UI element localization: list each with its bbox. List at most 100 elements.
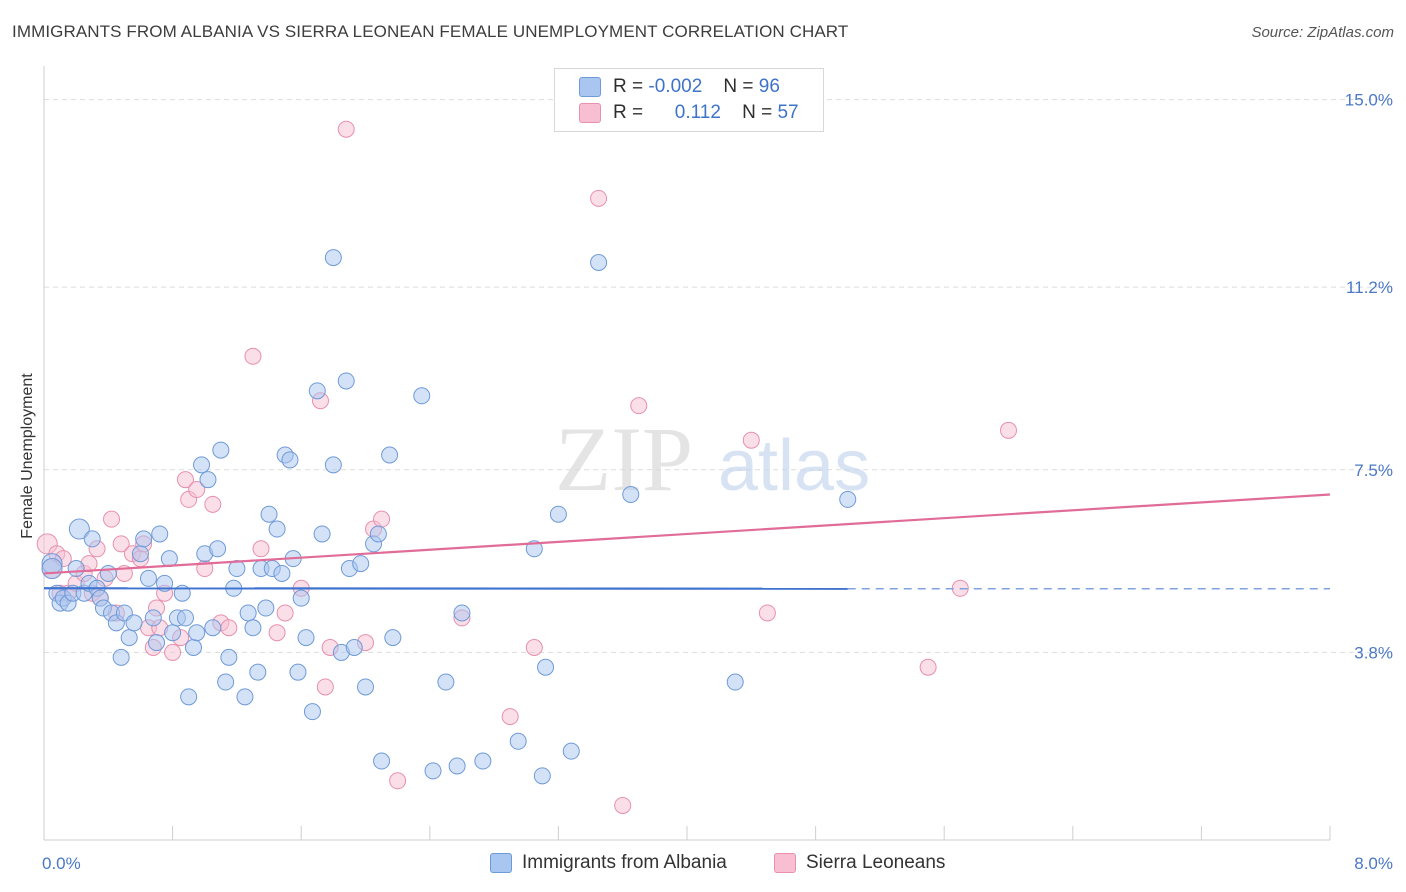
point-sierra-leoneans bbox=[525, 639, 543, 656]
point-albania bbox=[303, 703, 321, 721]
point-sierra-leoneans bbox=[742, 431, 760, 449]
legend-r-value: 0.112 bbox=[674, 102, 721, 123]
point-albania bbox=[289, 663, 307, 681]
legend-swatch-albania bbox=[490, 853, 512, 873]
point-albania bbox=[268, 520, 286, 538]
point-albania bbox=[474, 752, 492, 770]
y-tick-label: 7.5% bbox=[1354, 461, 1393, 480]
point-albania bbox=[120, 629, 138, 647]
point-albania bbox=[525, 540, 543, 558]
point-albania bbox=[622, 485, 640, 503]
point-albania bbox=[448, 757, 466, 775]
legend-swatch-sierra-leoneans bbox=[774, 853, 796, 873]
y-axis-label: Female Unemployment bbox=[19, 373, 36, 539]
legend-r-label: R = bbox=[613, 76, 644, 97]
point-albania bbox=[209, 540, 227, 558]
legend-n-value: 57 bbox=[777, 102, 799, 123]
point-albania bbox=[352, 555, 370, 573]
point-albania bbox=[239, 604, 257, 622]
point-albania bbox=[125, 614, 143, 632]
point-albania bbox=[151, 525, 169, 543]
point-albania bbox=[384, 629, 402, 647]
point-albania bbox=[373, 752, 391, 770]
point-albania bbox=[212, 441, 230, 459]
legend-n-label: N = bbox=[742, 102, 773, 123]
x-tick-labels: 0.0% 8.0% bbox=[42, 854, 1393, 873]
point-albania bbox=[68, 518, 90, 540]
point-albania bbox=[139, 569, 157, 587]
point-albania bbox=[533, 767, 551, 785]
point-albania bbox=[324, 456, 342, 474]
point-sierra-leoneans bbox=[614, 796, 632, 814]
point-albania bbox=[549, 505, 567, 523]
source-label: Source: ZipAtlas.com bbox=[1251, 24, 1394, 41]
legend-label-sierra-leoneans: Sierra Leoneans bbox=[806, 852, 946, 873]
chart-title: IMMIGRANTS FROM ALBANIA VS SIERRA LEONEA… bbox=[12, 22, 849, 41]
point-sierra-leoneans bbox=[268, 624, 286, 642]
point-sierra-leoneans bbox=[919, 658, 937, 676]
point-albania bbox=[180, 688, 198, 706]
point-albania bbox=[148, 634, 166, 652]
point-sierra-leoneans bbox=[188, 481, 206, 499]
point-sierra-leoneans bbox=[501, 708, 519, 726]
point-albania bbox=[217, 673, 235, 691]
point-albania bbox=[131, 545, 149, 563]
point-sierra-leoneans bbox=[1000, 421, 1017, 439]
point-albania bbox=[188, 624, 206, 642]
point-albania bbox=[260, 505, 278, 523]
series-albania bbox=[41, 249, 857, 785]
point-albania bbox=[297, 629, 315, 647]
point-sierra-leoneans bbox=[204, 495, 222, 513]
point-albania bbox=[381, 446, 399, 464]
point-albania bbox=[590, 254, 608, 271]
series-legend: Immigrants from Albania Sierra Leoneans bbox=[0, 852, 1406, 876]
point-albania bbox=[41, 558, 63, 580]
point-albania bbox=[324, 249, 342, 267]
point-albania bbox=[308, 382, 326, 400]
point-albania bbox=[537, 658, 555, 676]
legend-n-label: N = bbox=[723, 76, 754, 97]
point-albania bbox=[337, 372, 355, 390]
point-albania bbox=[199, 471, 217, 489]
gridlines bbox=[44, 99, 1390, 653]
point-albania bbox=[562, 742, 580, 760]
point-albania bbox=[281, 451, 299, 469]
point-albania bbox=[453, 604, 471, 622]
point-albania bbox=[509, 732, 527, 750]
point-sierra-leoneans bbox=[316, 678, 334, 696]
legend-item-albania[interactable]: Immigrants from Albania bbox=[490, 852, 727, 874]
point-albania bbox=[220, 648, 238, 666]
point-albania bbox=[273, 564, 291, 582]
point-sierra-leoneans bbox=[758, 604, 776, 622]
point-sierra-leoneans bbox=[164, 643, 182, 661]
point-albania bbox=[437, 673, 455, 691]
point-albania bbox=[83, 530, 101, 548]
point-albania bbox=[345, 639, 363, 656]
point-albania bbox=[160, 550, 178, 568]
point-albania bbox=[112, 648, 130, 666]
point-albania bbox=[164, 624, 182, 642]
point-albania bbox=[726, 673, 744, 691]
point-albania bbox=[313, 525, 331, 543]
point-sierra-leoneans bbox=[112, 535, 130, 553]
axes bbox=[43, 66, 1331, 841]
point-albania bbox=[67, 560, 85, 578]
y-tick-labels: 3.8% 7.5% 11.2% 15.0% bbox=[1345, 91, 1393, 663]
legend-swatch-sierra-leoneans bbox=[579, 103, 601, 123]
point-albania bbox=[413, 387, 431, 405]
y-tick-label: 11.2% bbox=[1346, 278, 1393, 297]
trendline-sierra-leoneans bbox=[43, 493, 1331, 575]
point-sierra-leoneans bbox=[176, 471, 194, 489]
point-sierra-leoneans bbox=[220, 619, 238, 637]
point-albania bbox=[244, 619, 262, 637]
point-albania bbox=[369, 525, 387, 543]
point-sierra-leoneans bbox=[103, 510, 121, 528]
point-sierra-leoneans bbox=[373, 510, 391, 528]
legend-item-sierra-leoneans[interactable]: Sierra Leoneans bbox=[774, 852, 945, 874]
point-albania bbox=[292, 589, 310, 607]
point-albania bbox=[193, 456, 211, 474]
legend-label-albania: Immigrants from Albania bbox=[522, 852, 727, 873]
point-albania bbox=[184, 639, 202, 656]
point-albania bbox=[249, 663, 267, 681]
